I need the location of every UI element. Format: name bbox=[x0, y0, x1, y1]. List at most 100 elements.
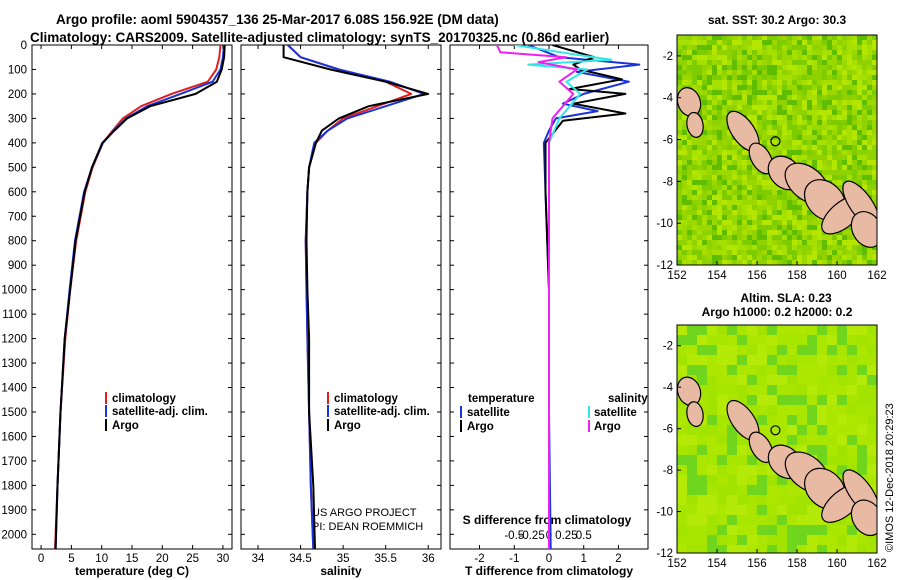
map-cell bbox=[857, 180, 862, 185]
map-cell bbox=[782, 200, 787, 205]
map-cell bbox=[837, 395, 847, 405]
legend-label-climatology: climatology bbox=[334, 393, 399, 405]
map-cell bbox=[817, 505, 827, 515]
map-cell bbox=[832, 180, 837, 185]
map-cell bbox=[777, 135, 782, 140]
map-cell bbox=[847, 90, 852, 95]
map-cell bbox=[782, 235, 787, 240]
map-cell bbox=[827, 60, 832, 65]
map-cell bbox=[852, 95, 857, 100]
map-cell bbox=[787, 50, 792, 55]
map-cell bbox=[837, 95, 842, 100]
map-cell bbox=[717, 425, 727, 435]
map-cell bbox=[707, 200, 712, 205]
map-cell bbox=[862, 70, 867, 75]
map-cell bbox=[767, 525, 777, 535]
map-cell bbox=[782, 105, 787, 110]
map-cell bbox=[847, 455, 857, 465]
map-cell bbox=[787, 75, 792, 80]
salinity-xlabel: salinity bbox=[320, 564, 362, 578]
map-cell bbox=[767, 335, 777, 345]
map-cell bbox=[857, 115, 862, 120]
map-cell bbox=[837, 145, 842, 150]
map-cell bbox=[747, 70, 752, 75]
map-cell bbox=[742, 165, 747, 170]
map-cell bbox=[767, 355, 777, 365]
map-cell bbox=[817, 70, 822, 75]
map-cell bbox=[732, 230, 737, 235]
map-cell bbox=[807, 100, 812, 105]
map-cell bbox=[707, 140, 712, 145]
map-cell bbox=[862, 45, 867, 50]
map-cell bbox=[782, 215, 787, 220]
map-cell bbox=[682, 210, 687, 215]
map-cell bbox=[717, 65, 722, 70]
map-cell bbox=[757, 425, 767, 435]
map-cell bbox=[757, 200, 762, 205]
map-cell bbox=[757, 230, 762, 235]
map-cell bbox=[712, 35, 717, 40]
map-cell bbox=[712, 255, 717, 260]
map-cell bbox=[687, 140, 692, 145]
map-cell bbox=[797, 240, 802, 245]
map-cell bbox=[767, 65, 772, 70]
salinity-legend: climatology satellite-adj. clim. Argo bbox=[327, 392, 430, 432]
map-cell bbox=[697, 385, 707, 395]
map-cell bbox=[777, 100, 782, 105]
map-cell bbox=[852, 85, 857, 90]
map-cell bbox=[822, 50, 827, 55]
map-cell bbox=[707, 245, 712, 250]
map-cell bbox=[707, 365, 717, 375]
map-cell bbox=[747, 255, 752, 260]
map-cell bbox=[712, 245, 717, 250]
map-cell bbox=[677, 55, 682, 60]
map-cell bbox=[797, 95, 802, 100]
map-cell bbox=[817, 60, 822, 65]
map-cell bbox=[757, 465, 767, 475]
map-cell bbox=[762, 255, 767, 260]
map-cell bbox=[837, 55, 842, 60]
map-cell bbox=[737, 345, 747, 355]
map-cell bbox=[767, 70, 772, 75]
map-cell bbox=[837, 345, 847, 355]
map-cell bbox=[817, 160, 822, 165]
map-cell bbox=[737, 395, 747, 405]
map-cell bbox=[767, 465, 777, 475]
map-cell bbox=[757, 505, 767, 515]
map-cell bbox=[797, 65, 802, 70]
map-cell bbox=[827, 525, 837, 535]
map-cell bbox=[717, 100, 722, 105]
map-cell bbox=[677, 335, 687, 345]
map-cell bbox=[762, 230, 767, 235]
map-cell bbox=[722, 225, 727, 230]
map-cell bbox=[807, 65, 812, 70]
map-cell bbox=[777, 395, 787, 405]
map-cell bbox=[822, 120, 827, 125]
map-cell bbox=[802, 220, 807, 225]
map-cell bbox=[787, 210, 792, 215]
map-cell bbox=[737, 85, 742, 90]
map-cell bbox=[687, 255, 692, 260]
map-cell bbox=[757, 75, 762, 80]
title-line-2: Climatology: CARS2009. Satellite-adjuste… bbox=[30, 30, 609, 45]
map-cell bbox=[832, 100, 837, 105]
map-cell bbox=[712, 190, 717, 195]
map-cell bbox=[697, 240, 702, 245]
map-cell bbox=[747, 180, 752, 185]
map-cell bbox=[812, 70, 817, 75]
map-cell bbox=[832, 160, 837, 165]
island-shape bbox=[850, 499, 877, 537]
map-cell bbox=[772, 255, 777, 260]
map-cell bbox=[712, 115, 717, 120]
map-cell bbox=[837, 235, 842, 240]
map-cell bbox=[847, 235, 852, 240]
map-cell bbox=[767, 215, 772, 220]
depth-tick-label: 1500 bbox=[1, 407, 27, 419]
map-cell bbox=[782, 40, 787, 45]
map-cell bbox=[687, 185, 692, 190]
map-cell bbox=[727, 55, 732, 60]
map-cell bbox=[782, 55, 787, 60]
map-cell bbox=[777, 235, 782, 240]
map-cell bbox=[717, 535, 727, 545]
temperature-line-argo bbox=[54, 45, 226, 549]
